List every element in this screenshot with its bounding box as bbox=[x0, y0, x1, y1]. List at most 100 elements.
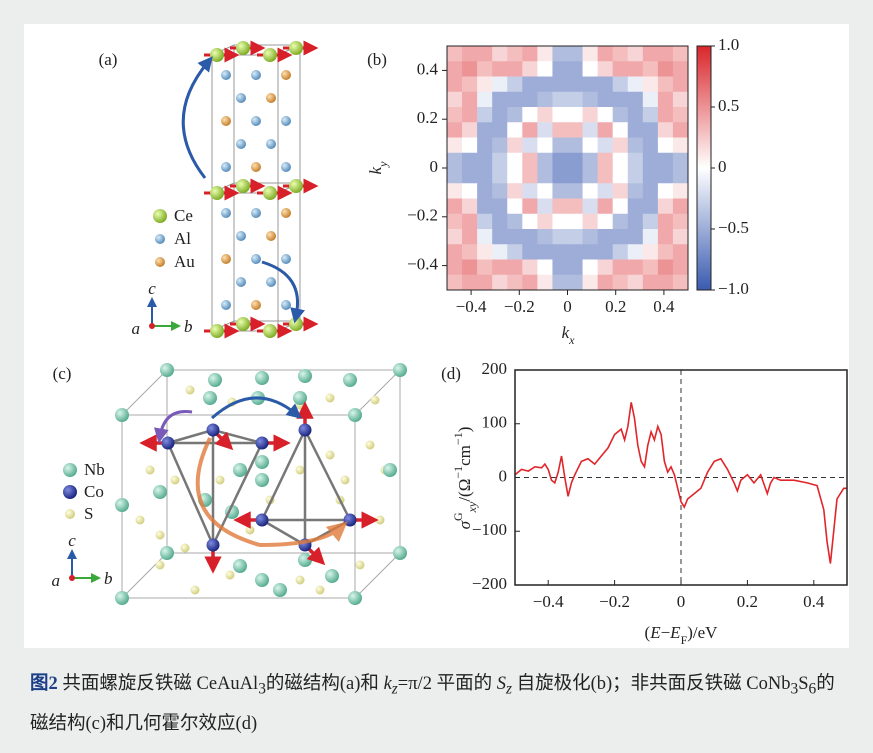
heat-cell bbox=[447, 77, 463, 93]
heat-cell bbox=[447, 107, 463, 123]
x-tick-label: 0.4 bbox=[653, 297, 675, 316]
heat-cell bbox=[447, 122, 463, 138]
label-run: −1 bbox=[451, 432, 465, 445]
heat-cell bbox=[643, 183, 659, 199]
heat-cell bbox=[628, 199, 644, 215]
y-tick-label: 0 bbox=[499, 466, 508, 485]
heat-cell bbox=[552, 214, 568, 230]
heat-cell bbox=[477, 77, 493, 93]
heat-cell bbox=[598, 92, 614, 108]
heat-cell bbox=[613, 107, 629, 123]
label-run: ) bbox=[455, 427, 474, 433]
nb-atom bbox=[393, 546, 407, 560]
heat-cell bbox=[673, 92, 689, 108]
axis-name: a bbox=[52, 571, 61, 590]
heat-cell bbox=[522, 61, 538, 77]
heat-cell bbox=[613, 199, 629, 215]
heat-cell bbox=[628, 260, 644, 276]
heat-cell bbox=[537, 92, 553, 108]
heat-cell bbox=[658, 77, 674, 93]
nb-atom bbox=[160, 546, 174, 560]
heat-cell bbox=[583, 168, 599, 184]
atom bbox=[281, 116, 291, 126]
heat-cell bbox=[507, 168, 523, 184]
legend-label: Al bbox=[174, 229, 191, 248]
nb-atom bbox=[153, 485, 167, 499]
heat-cell bbox=[568, 229, 584, 245]
legend-label: Au bbox=[174, 252, 195, 271]
heat-cell bbox=[613, 244, 629, 260]
heat-cell bbox=[447, 168, 463, 184]
heat-cell bbox=[507, 153, 523, 169]
heat-cell bbox=[552, 260, 568, 276]
heat-cell bbox=[492, 153, 508, 169]
heat-cell bbox=[628, 229, 644, 245]
heat-cell bbox=[613, 92, 629, 108]
heat-cell bbox=[537, 260, 553, 276]
heat-cell bbox=[658, 107, 674, 123]
heat-cell bbox=[552, 275, 568, 291]
atom bbox=[251, 300, 261, 310]
heat-cell bbox=[537, 275, 553, 291]
heat-cell bbox=[583, 244, 599, 260]
heat-cell bbox=[658, 199, 674, 215]
y-tick-label: 0 bbox=[430, 157, 439, 176]
atom bbox=[221, 70, 231, 80]
nb-atom bbox=[348, 591, 362, 605]
heat-cell bbox=[643, 138, 659, 154]
y-tick-label: −100 bbox=[472, 520, 507, 539]
heat-cell bbox=[658, 275, 674, 291]
heat-cell bbox=[613, 229, 629, 245]
x-tick-label: −0.2 bbox=[599, 592, 630, 611]
heat-cell bbox=[507, 92, 523, 108]
heat-cell bbox=[673, 138, 689, 154]
heat-cell bbox=[583, 199, 599, 215]
heat-cell bbox=[462, 214, 478, 230]
heat-cell bbox=[492, 138, 508, 154]
panel-label: (b) bbox=[367, 50, 387, 69]
s-atom bbox=[226, 571, 235, 580]
axis-name: c bbox=[148, 279, 156, 298]
heat-cell bbox=[568, 244, 584, 260]
heat-cell bbox=[522, 92, 538, 108]
s-atom bbox=[156, 531, 165, 540]
atom bbox=[221, 300, 231, 310]
co-atom bbox=[162, 437, 175, 450]
nb-atom bbox=[343, 373, 357, 387]
atom bbox=[266, 231, 276, 241]
nb-atom bbox=[393, 363, 407, 377]
atom bbox=[251, 70, 261, 80]
heat-cell bbox=[492, 61, 508, 77]
ce-atom bbox=[210, 324, 224, 338]
heat-cell bbox=[492, 214, 508, 230]
heat-cell bbox=[507, 107, 523, 123]
heat-cell bbox=[477, 275, 493, 291]
atom bbox=[251, 162, 261, 172]
s-atom bbox=[216, 476, 225, 485]
heat-cell bbox=[583, 46, 599, 62]
co-atom bbox=[256, 514, 269, 527]
y-tick-label: −0.2 bbox=[407, 206, 438, 225]
heat-cell bbox=[492, 183, 508, 199]
s-atom bbox=[146, 466, 155, 475]
heat-cell bbox=[568, 199, 584, 215]
heat-cell bbox=[522, 168, 538, 184]
atom bbox=[236, 93, 246, 103]
x-tick-label: −0.4 bbox=[533, 592, 564, 611]
heat-cell bbox=[552, 107, 568, 123]
atom bbox=[281, 162, 291, 172]
heat-cell bbox=[628, 153, 644, 169]
y-tick-label: 0.4 bbox=[417, 59, 439, 78]
caption-run: S bbox=[798, 674, 808, 694]
heat-cell bbox=[583, 183, 599, 199]
co-atom bbox=[207, 424, 220, 437]
heat-cell bbox=[628, 92, 644, 108]
heat-cell bbox=[568, 260, 584, 276]
heat-cell bbox=[447, 183, 463, 199]
heat-cell bbox=[673, 107, 689, 123]
heat-cell bbox=[447, 244, 463, 260]
caption-run: 自旋极化(b)；非共面反铁磁 CoNb bbox=[512, 674, 791, 694]
heat-cell bbox=[658, 46, 674, 62]
nb-atom bbox=[255, 573, 269, 587]
heat-cell bbox=[522, 122, 538, 138]
